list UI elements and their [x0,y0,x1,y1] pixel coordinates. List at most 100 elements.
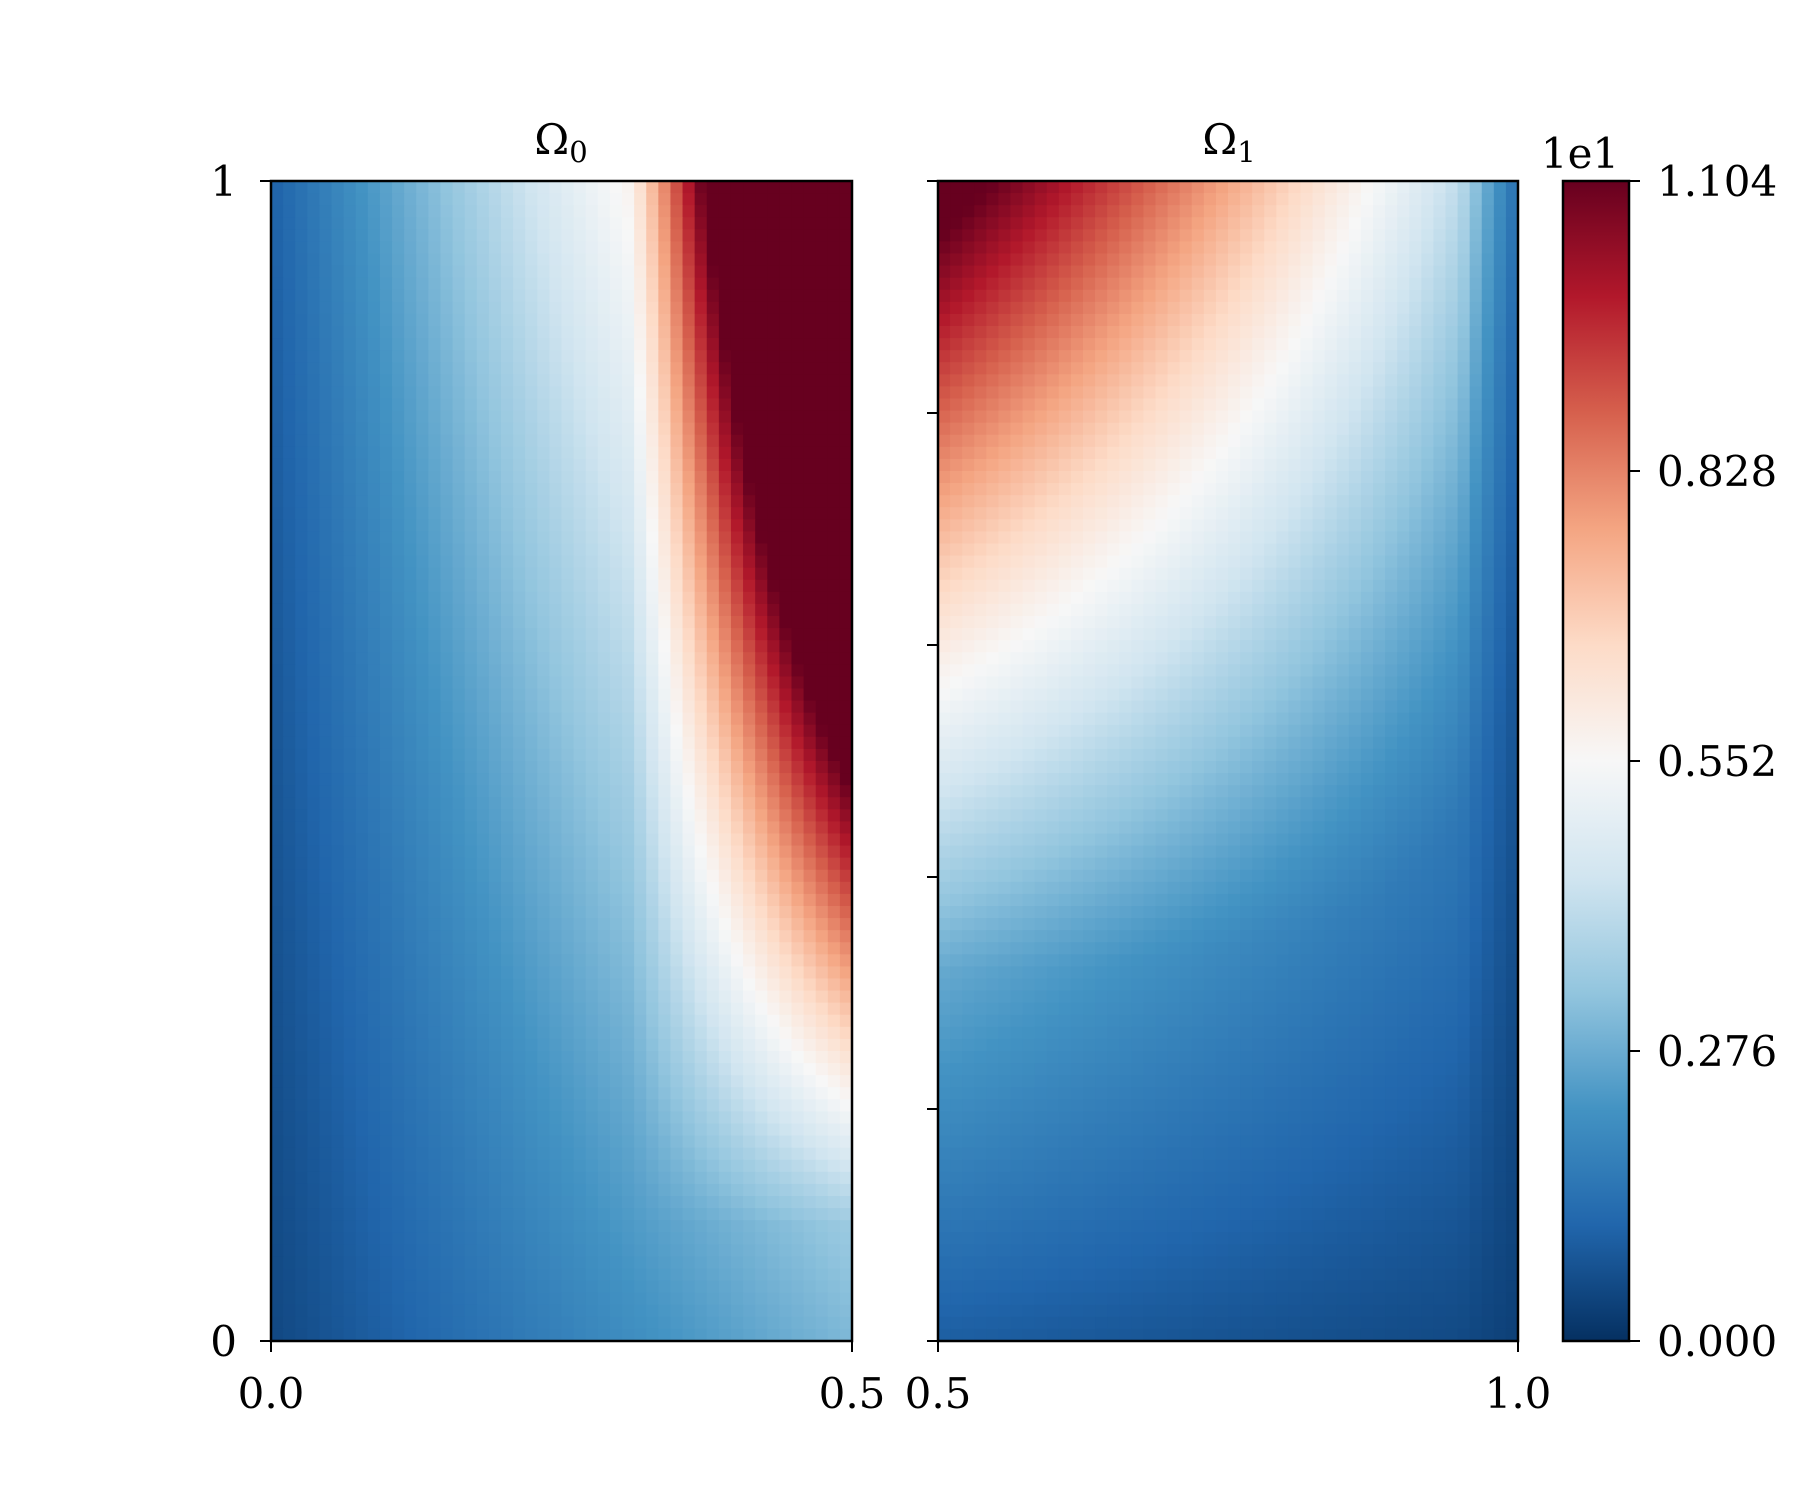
panel-0-heatmap-cell [319,1099,333,1113]
panel-0-heatmap-cell [622,410,635,424]
panel-0-heatmap-cell [743,205,756,218]
panel-0-heatmap-cell [343,857,357,871]
panel-0-heatmap-cell [404,1014,417,1028]
panel-0-heatmap-cell [295,338,308,351]
panel-1-heatmap-cell [1252,229,1265,243]
panel-0-heatmap-cell [622,845,635,859]
panel-0-heatmap-cell [779,1256,793,1270]
panel-0-heatmap-cell [755,374,768,388]
panel-0-heatmap-cell [730,869,744,883]
panel-0-heatmap-cell [634,1123,647,1137]
panel-0-heatmap-cell [392,483,405,496]
panel-0-heatmap-cell [646,942,659,955]
panel-0-heatmap-cell [404,1196,417,1209]
panel-0-heatmap-cell [488,1256,502,1270]
panel-0-heatmap-cell [622,628,635,641]
panel-1-title: Ω1 [1202,115,1255,169]
panel-0-heatmap-cell [416,1208,429,1221]
panel-0-heatmap-cell [827,567,841,581]
panel-0-heatmap-cell [549,942,563,955]
panel-0-heatmap-cell [779,906,793,919]
panel-0-heatmap-cell [367,1328,381,1342]
panel-1-heatmap-cell [1070,265,1084,279]
panel-0-heatmap-cell [355,326,369,339]
panel-0-heatmap-cell [827,193,841,206]
panel-0-heatmap-cell [658,555,672,569]
panel-0-heatmap-cell [622,664,635,678]
panel-1-heatmap-cell [1215,229,1229,243]
panel-0-heatmap-cell [500,1087,514,1100]
panel-0-heatmap-cell [597,918,611,931]
panel-0-heatmap-cell [634,809,647,823]
panel-0-heatmap-cell [319,193,333,206]
panel-0-heatmap-cell [343,253,357,267]
panel-0-heatmap-cell [791,990,805,1004]
panel-0-heatmap-cell [355,350,369,363]
panel-0-heatmap-cell [404,906,417,919]
panel-0-heatmap-cell [379,1208,393,1221]
panel-0-heatmap-cell [513,362,526,375]
panel-1-heatmap-cell [1312,181,1326,194]
panel-0-heatmap-cell [694,1280,708,1294]
panel-0-heatmap-cell [488,652,502,665]
panel-0-heatmap-cell [803,398,817,412]
panel-0-heatmap-cell [803,374,817,388]
panel-0-heatmap-cell [791,1051,805,1064]
panel-0-heatmap-cell [464,434,478,448]
panel-0-heatmap-cell [803,785,817,798]
panel-0-heatmap-cell [670,833,684,847]
panel-0-heatmap-cell [670,362,684,375]
panel-0-heatmap-cell [476,1328,490,1342]
panel-0-heatmap-cell [283,1220,296,1233]
panel-0-heatmap-cell [646,966,659,980]
panel-0-heatmap-cell [609,374,623,388]
panel-0-heatmap-cell [464,398,478,412]
panel-0-heatmap-cell [682,845,696,859]
panel-0-heatmap-cell [488,495,502,508]
panel-0-heatmap-cell [839,700,853,714]
panel-0-heatmap-cell [404,181,417,194]
panel-0-heatmap-cell [767,1280,780,1294]
panel-0-heatmap-cell [537,640,550,653]
panel-0-heatmap-cell [827,845,841,859]
panel-0-heatmap-cell [670,797,684,810]
panel-0-heatmap-cell [585,1328,599,1342]
panel-0-heatmap-cell [500,1147,514,1161]
panel-0-heatmap-cell [609,591,623,605]
panel-0-heatmap-cell [549,809,563,823]
panel-0-heatmap-cell [646,640,659,653]
panel-0-heatmap-cell [585,712,599,726]
panel-0-heatmap-cell [428,1075,442,1088]
panel-0-heatmap-cell [355,495,369,508]
panel-0-heatmap-cell [476,434,490,448]
panel-0-heatmap-cell [440,471,454,484]
panel-0-heatmap-cell [622,1111,635,1125]
panel-0-heatmap-cell [573,761,587,774]
panel-0-heatmap-cell [404,543,417,557]
panel-0-heatmap-cell [537,495,550,508]
panel-0-heatmap-cell [803,1208,817,1221]
panel-0-heatmap-cell [682,1051,696,1064]
panel-0-heatmap-cell [585,833,599,847]
panel-0-heatmap-cell [440,990,454,1004]
panel-1-heatmap-cell [1324,193,1338,206]
panel-1-heatmap-cell [1228,253,1241,267]
panel-1-heatmap-cell [1179,253,1193,267]
panel-0-heatmap-cell [694,930,708,943]
panel-0-heatmap-cell [464,1135,478,1149]
panel-0-heatmap-cell [561,446,575,460]
panel-0-heatmap-cell [839,724,853,738]
panel-1-heatmap-cell [950,229,963,243]
panel-0-heatmap-cell [815,1135,829,1149]
panel-0-heatmap-cell [488,555,502,569]
panel-0-heatmap-cell [585,229,599,243]
panel-0-heatmap-cell [319,229,333,243]
panel-0-heatmap-cell [392,313,405,327]
panel-0-heatmap-cell [525,761,538,774]
panel-0-heatmap-cell [730,676,744,690]
panel-0-heatmap-cell [622,1051,635,1064]
panel-1-heatmap-cell [1264,193,1277,206]
panel-0-heatmap-cell [379,543,393,557]
panel-0-heatmap-cell [779,519,793,533]
panel-0-heatmap-cell [428,1220,442,1233]
